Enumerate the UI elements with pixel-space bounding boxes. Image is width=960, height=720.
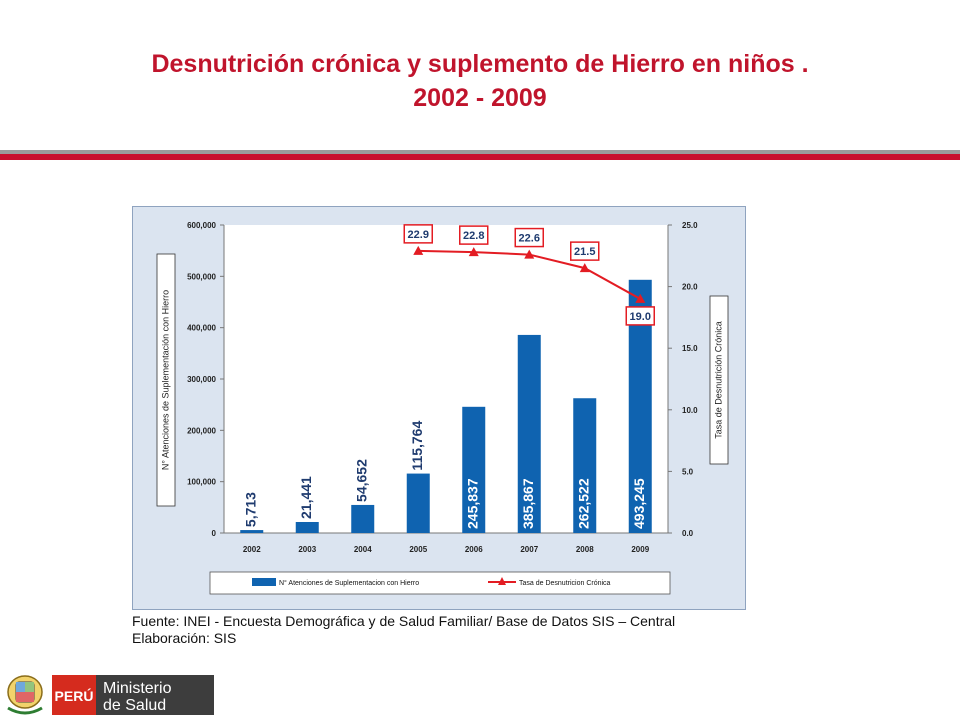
y2-axis-title: Tasa de Desnutrición Crónica [713, 321, 723, 439]
y2-tick-label: 15.0 [682, 344, 698, 353]
line-value-label: 22.8 [463, 230, 484, 242]
page-title: Desnutrición crónica y suplemento de Hie… [151, 50, 809, 78]
x-tick-label: 2009 [631, 545, 649, 554]
bar [462, 406, 486, 533]
line-marker [524, 249, 535, 259]
x-tick-label: 2006 [465, 545, 483, 554]
y2-tick-label: 20.0 [682, 283, 698, 292]
bar [628, 279, 652, 533]
x-tick-label: 2002 [243, 545, 261, 554]
x-tick-label: 2004 [354, 545, 372, 554]
line-label-box [514, 227, 544, 248]
legend-swatch-bar [252, 578, 276, 586]
ministry-label-line1: Ministerio [103, 680, 172, 697]
line-marker [635, 293, 646, 303]
y-axis-title-box [156, 253, 176, 507]
bar-value-label: 385,867 [520, 478, 536, 529]
bar-value-label: 493,245 [631, 478, 647, 529]
line-label-box [625, 306, 655, 326]
legend-marker [498, 577, 506, 585]
bar-value-label: 115,764 [409, 421, 425, 471]
legend-label-bar: N° Atenciones de Suplementacion con Hier… [279, 579, 419, 587]
peru-badge [52, 675, 96, 715]
x-tick-label: 2007 [520, 545, 538, 554]
y-axis-title: N° Atenciones de Suplementación con Hier… [160, 290, 170, 470]
divider-gray [0, 150, 960, 154]
bar [240, 530, 264, 533]
line-label-box [570, 241, 600, 261]
line-value-label: 21.5 [574, 246, 595, 258]
y-tick-label: 0 [212, 529, 217, 538]
y-tick-label: 200,000 [187, 426, 216, 435]
elaboration-note: Elaboración: SIS [132, 630, 237, 646]
y2-axis-title-box [709, 295, 729, 465]
coat-of-arms-icon [7, 675, 43, 715]
source-note: Fuente: INEI - Encuesta Demográfica y de… [132, 613, 676, 629]
y-tick-label: 300,000 [187, 375, 216, 384]
line-value-label: 19.0 [630, 311, 651, 323]
ministry-badge [96, 675, 214, 715]
line-marker [579, 263, 590, 273]
y-tick-label: 100,000 [187, 478, 216, 487]
legend-label-line: Tasa de Desnutricion Crónica [519, 580, 611, 587]
bar-value-label: 262,522 [575, 478, 591, 529]
x-tick-label: 2005 [409, 545, 427, 554]
bar [517, 334, 541, 533]
bar-value-label: 21,441 [298, 476, 314, 519]
divider-red [0, 154, 960, 160]
line-value-label: 22.6 [519, 233, 540, 245]
line-marker [468, 247, 479, 257]
x-tick-label: 2008 [576, 545, 594, 554]
bar [573, 398, 597, 533]
bar-value-label: 54,652 [353, 459, 369, 502]
bar [351, 504, 375, 533]
y2-tick-label: 25.0 [682, 221, 698, 230]
page-subtitle: 2002 - 2009 [413, 84, 547, 112]
line-value-label: 22.9 [408, 229, 429, 241]
bar [406, 473, 430, 533]
y2-tick-label: 5.0 [682, 467, 694, 476]
y-tick-label: 400,000 [187, 324, 216, 333]
line-marker [413, 245, 424, 255]
x-tick-label: 2003 [298, 545, 316, 554]
line-label-box [459, 225, 489, 245]
chart: 0 100,000 200,000 300,000 400,000 500,000 600,… [132, 206, 746, 610]
plot-area [224, 225, 668, 533]
legend-box [209, 571, 671, 595]
ministry-logo: PERÚ Ministerio de Salud [7, 675, 214, 715]
y2-tick-label: 10.0 [682, 406, 698, 415]
bar-value-label: 5,713 [242, 492, 258, 527]
peru-label: PERÚ [55, 687, 94, 704]
bar [295, 521, 319, 533]
y-tick-label: 500,000 [187, 272, 216, 281]
ministry-label-line2: de Salud [103, 697, 166, 714]
y-tick-label: 600,000 [187, 221, 216, 230]
line-label-box [403, 224, 433, 244]
bar-value-label: 245,837 [464, 478, 480, 529]
y2-tick-label: 0.0 [682, 529, 694, 538]
